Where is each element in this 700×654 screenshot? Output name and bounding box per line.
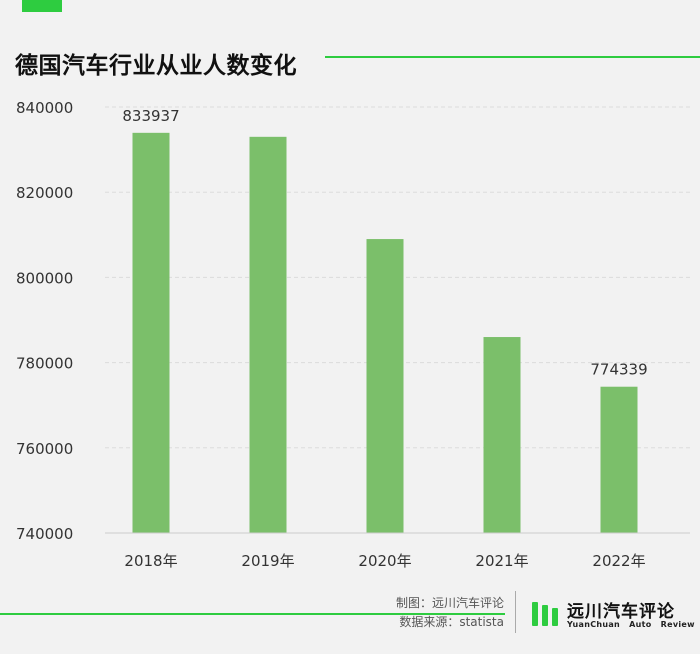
x-tick-label: 2021年 <box>475 552 528 570</box>
y-tick-label: 760000 <box>16 440 73 458</box>
bar-chart: 740000 760000 780000 800000 820000 840000 2018… <box>16 99 690 570</box>
title-divider <box>325 56 700 58</box>
x-tick-label: 2020年 <box>358 552 411 570</box>
bar <box>366 239 404 533</box>
x-tick-label: 2018年 <box>124 552 177 570</box>
brand-name: 远川汽车评论 <box>567 602 675 622</box>
data-label: 833937 <box>122 107 179 125</box>
y-tick-label: 780000 <box>16 355 73 373</box>
credit-divider <box>515 591 516 633</box>
x-tick-label: 2022年 <box>592 552 645 570</box>
brand-logo-icon <box>532 602 558 626</box>
chart-credit: 制图：远川汽车评论 <box>395 596 504 610</box>
x-tick-label: 2019年 <box>241 552 294 570</box>
chart-title: 德国汽车行业从业人数变化 <box>15 53 297 79</box>
y-tick-label: 800000 <box>16 269 73 287</box>
y-tick-label: 740000 <box>16 525 73 543</box>
data-source: 数据来源：statista <box>399 615 504 629</box>
accent-tab <box>22 0 62 12</box>
bar <box>249 136 287 533</box>
bar <box>132 132 170 534</box>
bar <box>600 386 638 533</box>
bar <box>483 337 521 533</box>
data-label: 774339 <box>590 361 647 379</box>
y-tick-label: 820000 <box>16 184 73 202</box>
footer-divider <box>0 613 505 615</box>
brand-name-en: YuanChuan Auto Review <box>567 620 695 629</box>
y-tick-label: 840000 <box>16 99 73 117</box>
